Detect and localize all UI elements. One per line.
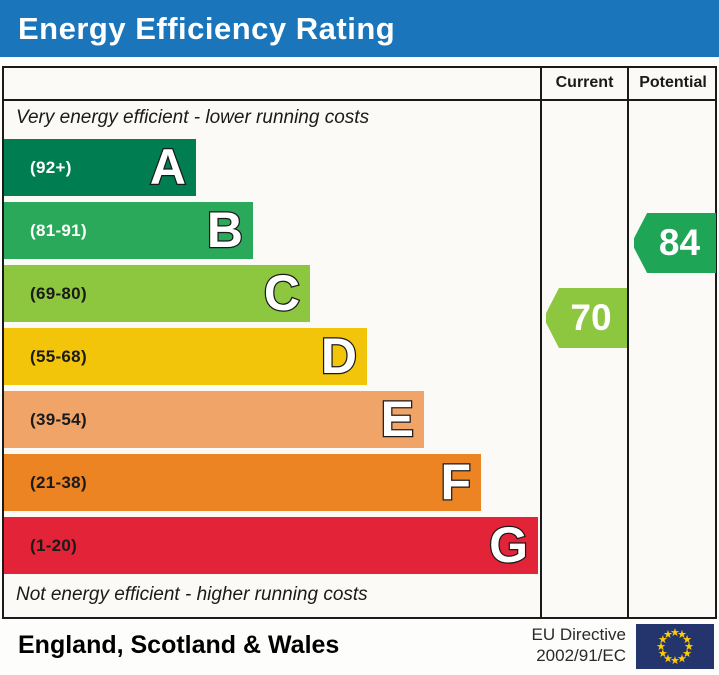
band-range-label: (81-91) xyxy=(30,220,87,240)
current-column-divider xyxy=(540,66,542,618)
potential-rating-arrow: 84 xyxy=(634,213,716,273)
band-range-label: (69-80) xyxy=(30,283,87,303)
column-header-current: Current xyxy=(555,74,614,91)
eu-directive-label: EU Directive 2002/91/EC xyxy=(436,624,626,666)
band-list: (92+) A (81-91) B (69-80) C (55-68) D (3… xyxy=(4,139,541,581)
band-range-label: (92+) xyxy=(30,157,72,177)
eu-flag-icon xyxy=(636,624,714,669)
band-letter: D xyxy=(320,327,359,384)
page-title: Energy Efficiency Rating xyxy=(18,10,396,46)
band-row: (55-68) D xyxy=(4,328,367,385)
band-row: (81-91) B xyxy=(4,202,253,259)
region-label: England, Scotland & Wales xyxy=(18,631,340,659)
band-letter: B xyxy=(206,201,245,258)
title-bar: Energy Efficiency Rating xyxy=(0,0,719,57)
band-bar: (21-38) F xyxy=(4,454,481,511)
band-bar: (81-91) B xyxy=(4,202,253,259)
band-bar: (92+) A xyxy=(4,139,196,196)
band-row: (69-80) C xyxy=(4,265,310,322)
band-range-label: (55-68) xyxy=(30,346,87,366)
potential-column-divider xyxy=(627,66,629,618)
current-rating-arrow: 70 xyxy=(546,288,627,348)
footer-divider xyxy=(2,617,717,619)
band-letter: C xyxy=(263,264,302,321)
band-row: (21-38) F xyxy=(4,454,481,511)
footer: England, Scotland & Wales EU Directive 2… xyxy=(2,619,717,673)
eu-directive-line1: EU Directive xyxy=(531,625,626,644)
band-bar: (69-80) C xyxy=(4,265,310,322)
bottom-note: Not energy efficient - higher running co… xyxy=(16,584,368,605)
band-letter: F xyxy=(439,453,472,510)
band-bar: (55-68) D xyxy=(4,328,367,385)
band-letter: E xyxy=(379,390,415,447)
band-bar: (39-54) E xyxy=(4,391,424,448)
band-range-label: (21-38) xyxy=(30,472,87,492)
band-letter: A xyxy=(149,138,188,195)
band-row: (92+) A xyxy=(4,139,196,196)
current-rating-value: 70 xyxy=(570,297,612,338)
band-range-label: (39-54) xyxy=(30,409,87,429)
column-header-potential: Potential xyxy=(639,74,707,91)
potential-rating-value: 84 xyxy=(658,222,701,263)
band-row: (39-54) E xyxy=(4,391,424,448)
header-divider xyxy=(2,99,717,101)
band-row: (1-20) G xyxy=(4,517,538,574)
top-note: Very energy efficient - lower running co… xyxy=(16,107,370,128)
band-range-label: (1-20) xyxy=(30,535,78,555)
eu-directive-line2: 2002/91/EC xyxy=(536,646,626,665)
band-letter: G xyxy=(488,516,529,573)
band-bar: (1-20) G xyxy=(4,517,538,574)
